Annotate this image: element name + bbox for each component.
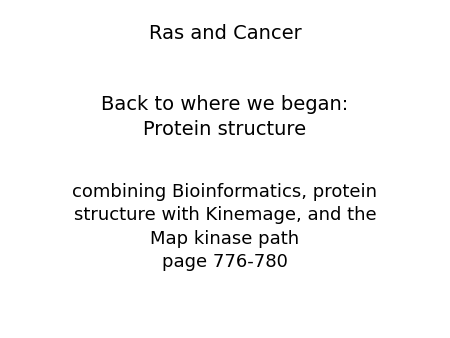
Text: Ras and Cancer: Ras and Cancer — [148, 24, 302, 43]
Text: Back to where we began:
Protein structure: Back to where we began: Protein structur… — [101, 95, 349, 139]
Text: combining Bioinformatics, protein
structure with Kinemage, and the
Map kinase pa: combining Bioinformatics, protein struct… — [72, 183, 378, 271]
